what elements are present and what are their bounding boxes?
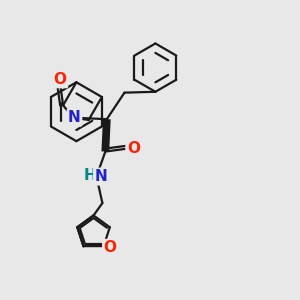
Text: H: H xyxy=(84,168,96,183)
Text: N: N xyxy=(68,110,81,125)
Text: O: O xyxy=(127,141,140,156)
Text: O: O xyxy=(54,72,67,87)
Text: N: N xyxy=(94,169,107,184)
Text: O: O xyxy=(103,240,117,255)
